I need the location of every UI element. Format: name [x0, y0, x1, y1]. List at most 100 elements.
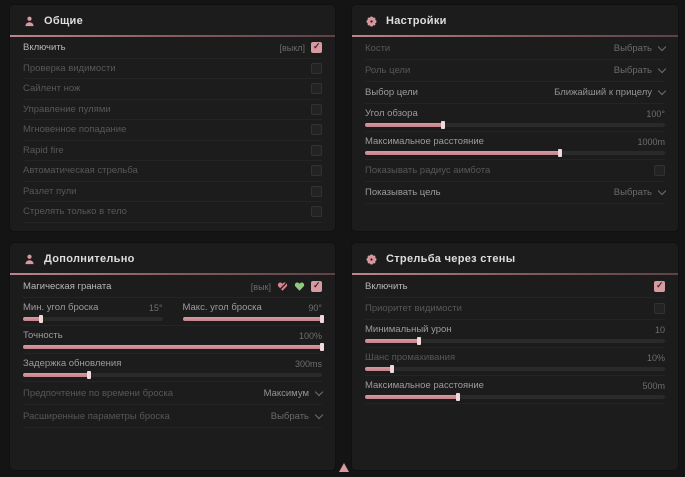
dropdown[interactable]: Выбрать [614, 42, 667, 54]
dropdown-row-show-target: Показывать цель Выбрать [365, 182, 667, 204]
slider-track[interactable] [365, 149, 665, 157]
dropdown[interactable]: Выбрать [271, 410, 324, 422]
panel-additional-header: Дополнительно [10, 243, 335, 273]
checkbox-icon[interactable] [311, 185, 322, 197]
checkbox-checked-icon[interactable] [311, 280, 322, 292]
toggle-label: Магическая граната [23, 281, 112, 292]
slider-thumb[interactable] [320, 343, 324, 351]
toggle-row[interactable]: Мгновенное попадание [23, 120, 322, 141]
checkbox-icon[interactable] [311, 83, 322, 95]
checkbox-icon[interactable] [311, 62, 322, 74]
slider-value: 90° [308, 302, 322, 313]
header-divider [352, 35, 678, 37]
slider-value: 100° [646, 108, 665, 119]
dropdown-label: Предпочтение по времени броска [23, 387, 173, 399]
toggle-label: Автоматическая стрельба [23, 165, 138, 177]
toggle-label: Включить [365, 281, 408, 292]
chevron-down-icon [314, 410, 324, 419]
slider-label: Точность [23, 330, 63, 341]
slider-thumb[interactable] [86, 371, 91, 379]
checkbox-icon[interactable] [311, 165, 322, 177]
checkbox-checked-icon[interactable] [311, 41, 322, 54]
slider-value: 10% [646, 352, 665, 363]
slider-value: 100% [298, 330, 322, 341]
toggle-row[interactable]: Сайлент нож [23, 79, 322, 100]
checkbox-checked-icon[interactable] [654, 280, 665, 292]
toggle-row-show-radius[interactable]: Показывать радиус аимбота [365, 160, 665, 182]
slider-label: Макс. угол броска [182, 302, 262, 313]
toggle-row[interactable]: Автоматическая стрельба [23, 161, 322, 182]
dropdown-value: Выбрать [613, 187, 652, 198]
slider-value: 15° [148, 302, 163, 313]
slider-row-update-delay: Задержка обновления 300ms [23, 354, 322, 382]
slider-label: Угол обзора [365, 108, 418, 119]
slider-value: 10 [654, 324, 665, 335]
slider-thumb[interactable] [39, 315, 44, 323]
slider-thumb[interactable] [558, 149, 562, 157]
dropdown-row-throw-time: Предпочтение по времени броска Максимум [23, 382, 324, 405]
toggle-row-enable[interactable]: Включить [выкл] [23, 38, 322, 59]
slider-thumb[interactable] [390, 365, 394, 373]
slider-thumb[interactable] [320, 315, 324, 323]
header-divider [10, 35, 335, 37]
panel-title: Стрельба через стены [386, 253, 516, 265]
slider-label: Шанс промахивания [365, 352, 456, 363]
slider-label: Максимальное расстояние [365, 136, 484, 147]
panel-general-header: Общие [10, 5, 335, 35]
slider-label: Задержка обновления [23, 358, 122, 369]
toggle-row[interactable]: Проверка видимости [23, 59, 322, 79]
toggle-row-enable[interactable]: Включить [365, 276, 665, 298]
slider-row-accuracy: Точность 100% [23, 326, 324, 354]
toggle-label: Проверка видимости [23, 62, 116, 74]
toggle-label: Показывать радиус аимбота [365, 165, 491, 176]
toggle-row-visibility-priority[interactable]: Приоритет видимости [365, 298, 665, 320]
heart-icon[interactable] [294, 281, 305, 292]
slider-row-fov: Угол обзора 100° [365, 104, 665, 132]
panel-general: Общие Включить [выкл] Проверка видимости… [10, 5, 335, 231]
slider-track[interactable] [365, 121, 665, 129]
slider-thumb[interactable] [417, 337, 421, 345]
slider-row-max-distance: Максимальное расстояние 500m [365, 376, 665, 404]
dropdown-row-bones: Кости Выбрать [365, 38, 667, 60]
toggle-row[interactable]: Rapid fire [23, 141, 322, 161]
aim-person-icon [24, 254, 35, 265]
checkbox-icon[interactable] [654, 165, 665, 176]
slider-track[interactable] [23, 371, 322, 379]
dropdown[interactable]: Ближайший к прицелу [554, 86, 667, 98]
dropdown[interactable]: Максимум [264, 387, 324, 399]
checkbox-icon[interactable] [311, 206, 322, 218]
slider-track[interactable] [182, 315, 324, 323]
slider-label: Минимальный урон [365, 324, 452, 335]
dropdown-value: Ближайший к прицелу [554, 87, 652, 98]
keybind-label[interactable]: [выкл] [279, 42, 305, 53]
checkbox-icon[interactable] [311, 124, 322, 136]
checkbox-icon[interactable] [311, 103, 322, 115]
dropdown[interactable]: Выбрать [614, 64, 667, 76]
slider-thumb[interactable] [456, 393, 460, 401]
toggle-label: Мгновенное попадание [23, 124, 127, 136]
panel-wallbang: Стрельба через стены Включить Приоритет … [352, 243, 678, 470]
slider-value: 500m [642, 380, 665, 391]
slider-track[interactable] [365, 365, 665, 373]
slider-track[interactable] [365, 393, 665, 401]
slider-track[interactable] [23, 315, 163, 323]
toggle-row[interactable]: Управление пулями [23, 100, 322, 120]
toggle-row-magic-grenade[interactable]: Магическая граната [вык] [23, 276, 322, 298]
toggle-label: Управление пулями [23, 103, 111, 115]
slider-value: 300ms [294, 358, 322, 369]
toggle-row[interactable]: Разлет пули [23, 182, 322, 202]
slider-thumb[interactable] [441, 121, 445, 129]
checkbox-icon[interactable] [311, 144, 322, 156]
header-divider [10, 273, 335, 275]
toggle-row[interactable]: Стрелять только в тело [23, 202, 322, 223]
keybind-label[interactable]: [вык] [250, 281, 271, 292]
header-divider [352, 273, 678, 275]
dropdown-row-target-select: Выбор цели Ближайший к прицелу [365, 82, 667, 104]
checkbox-icon[interactable] [654, 303, 665, 314]
slider-track[interactable] [365, 337, 665, 345]
slider-row-max-distance: Максимальное расстояние 1000m [365, 132, 665, 160]
slider-track[interactable] [23, 343, 324, 351]
heart-slash-icon[interactable] [277, 281, 288, 292]
toggle-label: Стрелять только в тело [23, 206, 127, 218]
dropdown[interactable]: Выбрать [613, 186, 667, 198]
